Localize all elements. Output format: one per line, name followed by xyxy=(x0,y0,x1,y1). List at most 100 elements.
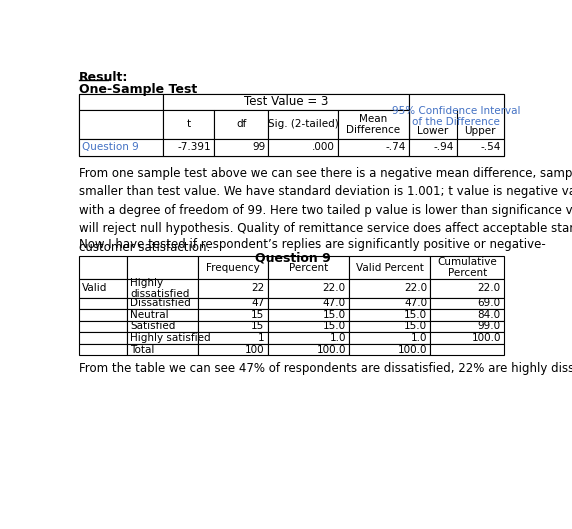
Bar xyxy=(198,309,268,321)
Text: df: df xyxy=(236,120,247,129)
Text: Upper: Upper xyxy=(464,126,496,136)
Bar xyxy=(349,309,430,321)
Text: 1: 1 xyxy=(258,333,264,343)
Bar xyxy=(349,344,430,355)
Text: 100.0: 100.0 xyxy=(398,344,427,354)
Bar xyxy=(198,297,268,309)
Text: 47: 47 xyxy=(251,298,264,308)
Bar xyxy=(128,344,198,355)
Bar xyxy=(214,139,268,156)
Text: Valid: Valid xyxy=(82,284,108,293)
Bar xyxy=(430,309,504,321)
Text: One-Sample Test: One-Sample Test xyxy=(80,84,197,96)
Text: 100: 100 xyxy=(245,344,264,354)
Text: Highly satisfied: Highly satisfied xyxy=(130,333,211,343)
Bar xyxy=(430,344,504,355)
Bar xyxy=(198,256,268,279)
Text: -.94: -.94 xyxy=(433,142,454,152)
Bar xyxy=(163,94,408,110)
Bar xyxy=(163,110,214,139)
Bar xyxy=(80,256,128,279)
Text: Percent: Percent xyxy=(289,262,328,272)
Text: 15.0: 15.0 xyxy=(404,322,427,332)
Text: Highly
dissatisfied: Highly dissatisfied xyxy=(130,278,190,299)
Bar xyxy=(349,279,430,297)
Text: Now I have tested if respondent’s replies are significantly positive or negative: Now I have tested if respondent’s replie… xyxy=(80,238,546,251)
Bar xyxy=(80,94,504,156)
Bar xyxy=(268,309,349,321)
Bar xyxy=(198,344,268,355)
Bar xyxy=(80,321,128,332)
Bar xyxy=(430,279,504,297)
Text: 15: 15 xyxy=(251,322,264,332)
Bar xyxy=(430,321,504,332)
Text: 99: 99 xyxy=(252,142,265,152)
Bar xyxy=(80,94,163,110)
Text: 100.0: 100.0 xyxy=(471,333,501,343)
Bar xyxy=(268,139,338,156)
Text: 22.0: 22.0 xyxy=(323,284,346,293)
Bar xyxy=(80,110,163,139)
Text: Result:: Result: xyxy=(80,71,129,84)
Text: Question 9: Question 9 xyxy=(255,251,331,264)
Text: 69.0: 69.0 xyxy=(478,298,501,308)
Text: 15: 15 xyxy=(251,310,264,320)
Text: 1.0: 1.0 xyxy=(329,333,346,343)
Text: Frequency: Frequency xyxy=(206,262,260,272)
Bar xyxy=(268,297,349,309)
Bar xyxy=(408,94,504,139)
Text: 15.0: 15.0 xyxy=(323,310,346,320)
Text: 95% Confidence Interval
of the Difference: 95% Confidence Interval of the Differenc… xyxy=(392,106,521,127)
Bar xyxy=(198,279,268,297)
Text: Question 9: Question 9 xyxy=(82,142,139,152)
Bar xyxy=(214,110,268,139)
Bar xyxy=(80,344,128,355)
Bar xyxy=(349,332,430,344)
Bar xyxy=(80,332,128,344)
Text: .000: .000 xyxy=(312,142,335,152)
Text: Dissatisfied: Dissatisfied xyxy=(130,298,191,308)
Text: t: t xyxy=(186,120,190,129)
Bar xyxy=(163,139,214,156)
Bar xyxy=(456,139,504,156)
Text: Lower: Lower xyxy=(417,126,448,136)
Bar xyxy=(128,309,198,321)
Bar xyxy=(268,344,349,355)
Bar xyxy=(349,321,430,332)
Bar xyxy=(338,139,408,156)
Bar xyxy=(80,297,128,309)
Bar xyxy=(349,297,430,309)
Bar xyxy=(268,279,349,297)
Bar xyxy=(430,297,504,309)
Text: 15.0: 15.0 xyxy=(404,310,427,320)
Text: 100.0: 100.0 xyxy=(316,344,346,354)
Bar xyxy=(430,256,504,279)
Bar xyxy=(198,321,268,332)
Text: Test Value = 3: Test Value = 3 xyxy=(244,95,328,108)
Bar xyxy=(268,332,349,344)
Bar xyxy=(268,256,349,279)
Text: Cumulative
Percent: Cumulative Percent xyxy=(437,257,497,278)
Text: Mean
Difference: Mean Difference xyxy=(346,114,400,135)
Text: 47.0: 47.0 xyxy=(404,298,427,308)
Text: -.74: -.74 xyxy=(385,142,406,152)
Text: 84.0: 84.0 xyxy=(478,310,501,320)
Bar xyxy=(268,321,349,332)
Text: 15.0: 15.0 xyxy=(323,322,346,332)
Text: Neutral: Neutral xyxy=(130,310,169,320)
Bar xyxy=(349,256,430,279)
Bar xyxy=(430,332,504,344)
Bar xyxy=(128,321,198,332)
Bar xyxy=(338,110,408,139)
Bar xyxy=(128,279,198,297)
Bar xyxy=(128,256,198,279)
Text: -.54: -.54 xyxy=(480,142,501,152)
Bar xyxy=(198,332,268,344)
Text: Total: Total xyxy=(130,344,155,354)
Text: 99.0: 99.0 xyxy=(478,322,501,332)
Bar xyxy=(268,110,338,139)
Bar xyxy=(80,139,163,156)
Bar xyxy=(128,332,198,344)
Bar xyxy=(408,139,456,156)
Text: 22: 22 xyxy=(251,284,264,293)
